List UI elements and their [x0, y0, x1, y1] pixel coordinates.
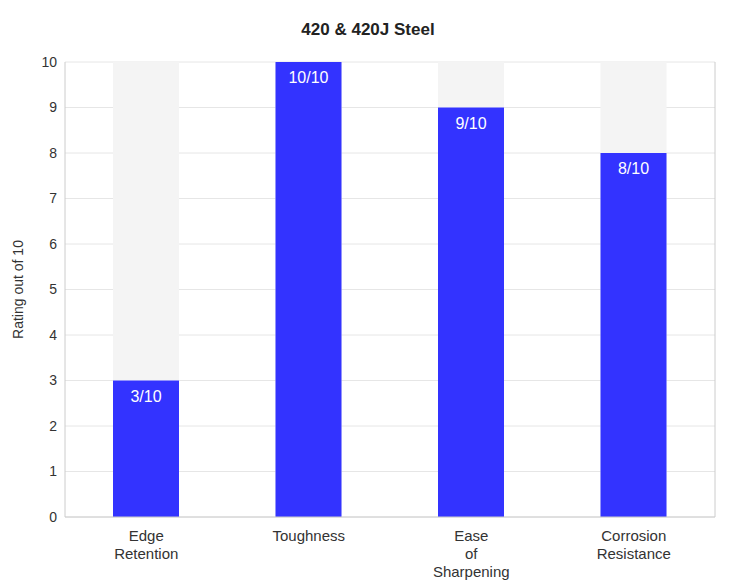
- svg-text:8/10: 8/10: [618, 160, 649, 177]
- html-text:420 & 420J Steel: 420 & 420J Steel: [301, 20, 435, 39]
- svg-text:3: 3: [49, 372, 57, 388]
- svg-text:9/10: 9/10: [455, 115, 486, 132]
- svg-text:EaseofSharpening: EaseofSharpening: [433, 527, 510, 580]
- svg-text:3/10: 3/10: [130, 388, 161, 405]
- svg-text:Rating out of 10: Rating out of 10: [10, 240, 26, 339]
- svg-text:1: 1: [49, 463, 57, 479]
- svg-text:EdgeRetention: EdgeRetention: [114, 527, 178, 562]
- svg-text:4: 4: [49, 327, 57, 343]
- svg-text:10/10: 10/10: [288, 69, 328, 86]
- svg-text:9: 9: [49, 99, 57, 115]
- svg-text:Toughness: Toughness: [272, 527, 345, 544]
- svg-text:10: 10: [41, 54, 57, 70]
- svg-text:CorrosionResistance: CorrosionResistance: [597, 527, 671, 562]
- svg-text:0: 0: [49, 509, 57, 525]
- svg-text:6: 6: [49, 236, 57, 252]
- svg-text:2: 2: [49, 418, 57, 434]
- svg-text:5: 5: [49, 281, 57, 297]
- svg-text:7: 7: [49, 190, 57, 206]
- svg-text:8: 8: [49, 145, 57, 161]
